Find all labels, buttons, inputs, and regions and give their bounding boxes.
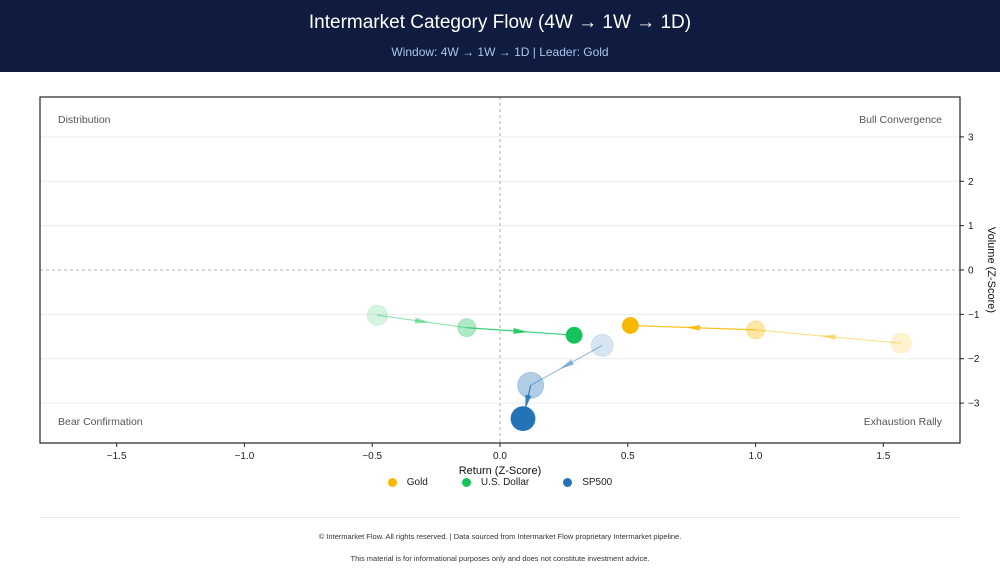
trail-arrow [560,359,575,369]
trail-arrow [821,334,836,341]
y-tick-label: 1 [968,221,974,232]
y-tick-label: 0 [968,266,974,277]
trail-segment [377,314,467,329]
y-tick-label: −2 [968,354,980,365]
trail-arrow [513,327,528,334]
trail-segment [755,329,902,344]
chart-title: Intermarket Category Flow (4W → 1W → 1D) [308,12,692,33]
quadrant-label-top-left: Distribution [58,114,111,126]
quadrant-label-bottom-left: Bear Confirmation [58,416,143,428]
data-point [457,318,477,338]
legend-label: Gold [406,477,428,488]
x-tick-label: 1.0 [749,451,763,462]
data-point [366,304,388,326]
data-point [590,333,614,357]
legend-item: Gold [387,477,428,488]
footer-copyright: © Intermarket Flow. All rights reserved.… [318,532,682,541]
chart-subtitle: Window: 4W → 1W → 1D | Leader: Gold [391,45,609,59]
data-point [510,406,536,432]
trail-arrow [525,394,532,409]
trail-arrow [414,317,429,324]
data-point [890,332,912,354]
header-banner: Intermarket Category Flow (4W → 1W → 1D)… [0,0,1000,72]
x-tick-label: −0.5 [362,451,382,462]
legend-item: SP500 [563,477,612,488]
x-tick-label: −1.0 [235,451,255,462]
data-point [565,326,583,344]
footer-disclaimer: This material is for informational purpo… [350,554,650,563]
legend-marker-icon [387,478,397,487]
legend-marker-icon [563,478,573,487]
trail-segment [530,344,603,386]
legend-label: SP500 [582,477,613,488]
y-tick-label: 3 [968,132,974,143]
y-tick-label: −1 [968,310,980,321]
chart-legend: Gold U.S. Dollar SP500 [0,477,1000,488]
trail-arrow [685,324,701,331]
quadrant-label-top-right: Bull Convergence [859,114,942,126]
data-point [746,320,766,340]
x-tick-label: −1.5 [107,451,127,462]
data-point [517,371,545,399]
data-point [621,316,639,334]
legend-label: U.S. Dollar [480,477,530,488]
x-tick-label: 1.5 [876,451,890,462]
footer-divider [40,517,960,518]
legend-item: U.S. Dollar [461,477,530,488]
x-tick-label: 0.5 [621,451,635,462]
y-tick-label: 2 [968,177,974,188]
y-axis-label: Volume (Z-Score) [985,227,997,313]
y-tick-label: −3 [968,399,980,410]
legend-marker-icon [461,478,471,487]
x-tick-label: 0.0 [493,451,507,462]
quadrant-label-bottom-right: Exhaustion Rally [864,416,943,428]
x-axis-label: Return (Z-Score) [459,465,542,477]
scatter-chart: Distribution Bull Convergence Bear Confirm… [39,96,997,477]
